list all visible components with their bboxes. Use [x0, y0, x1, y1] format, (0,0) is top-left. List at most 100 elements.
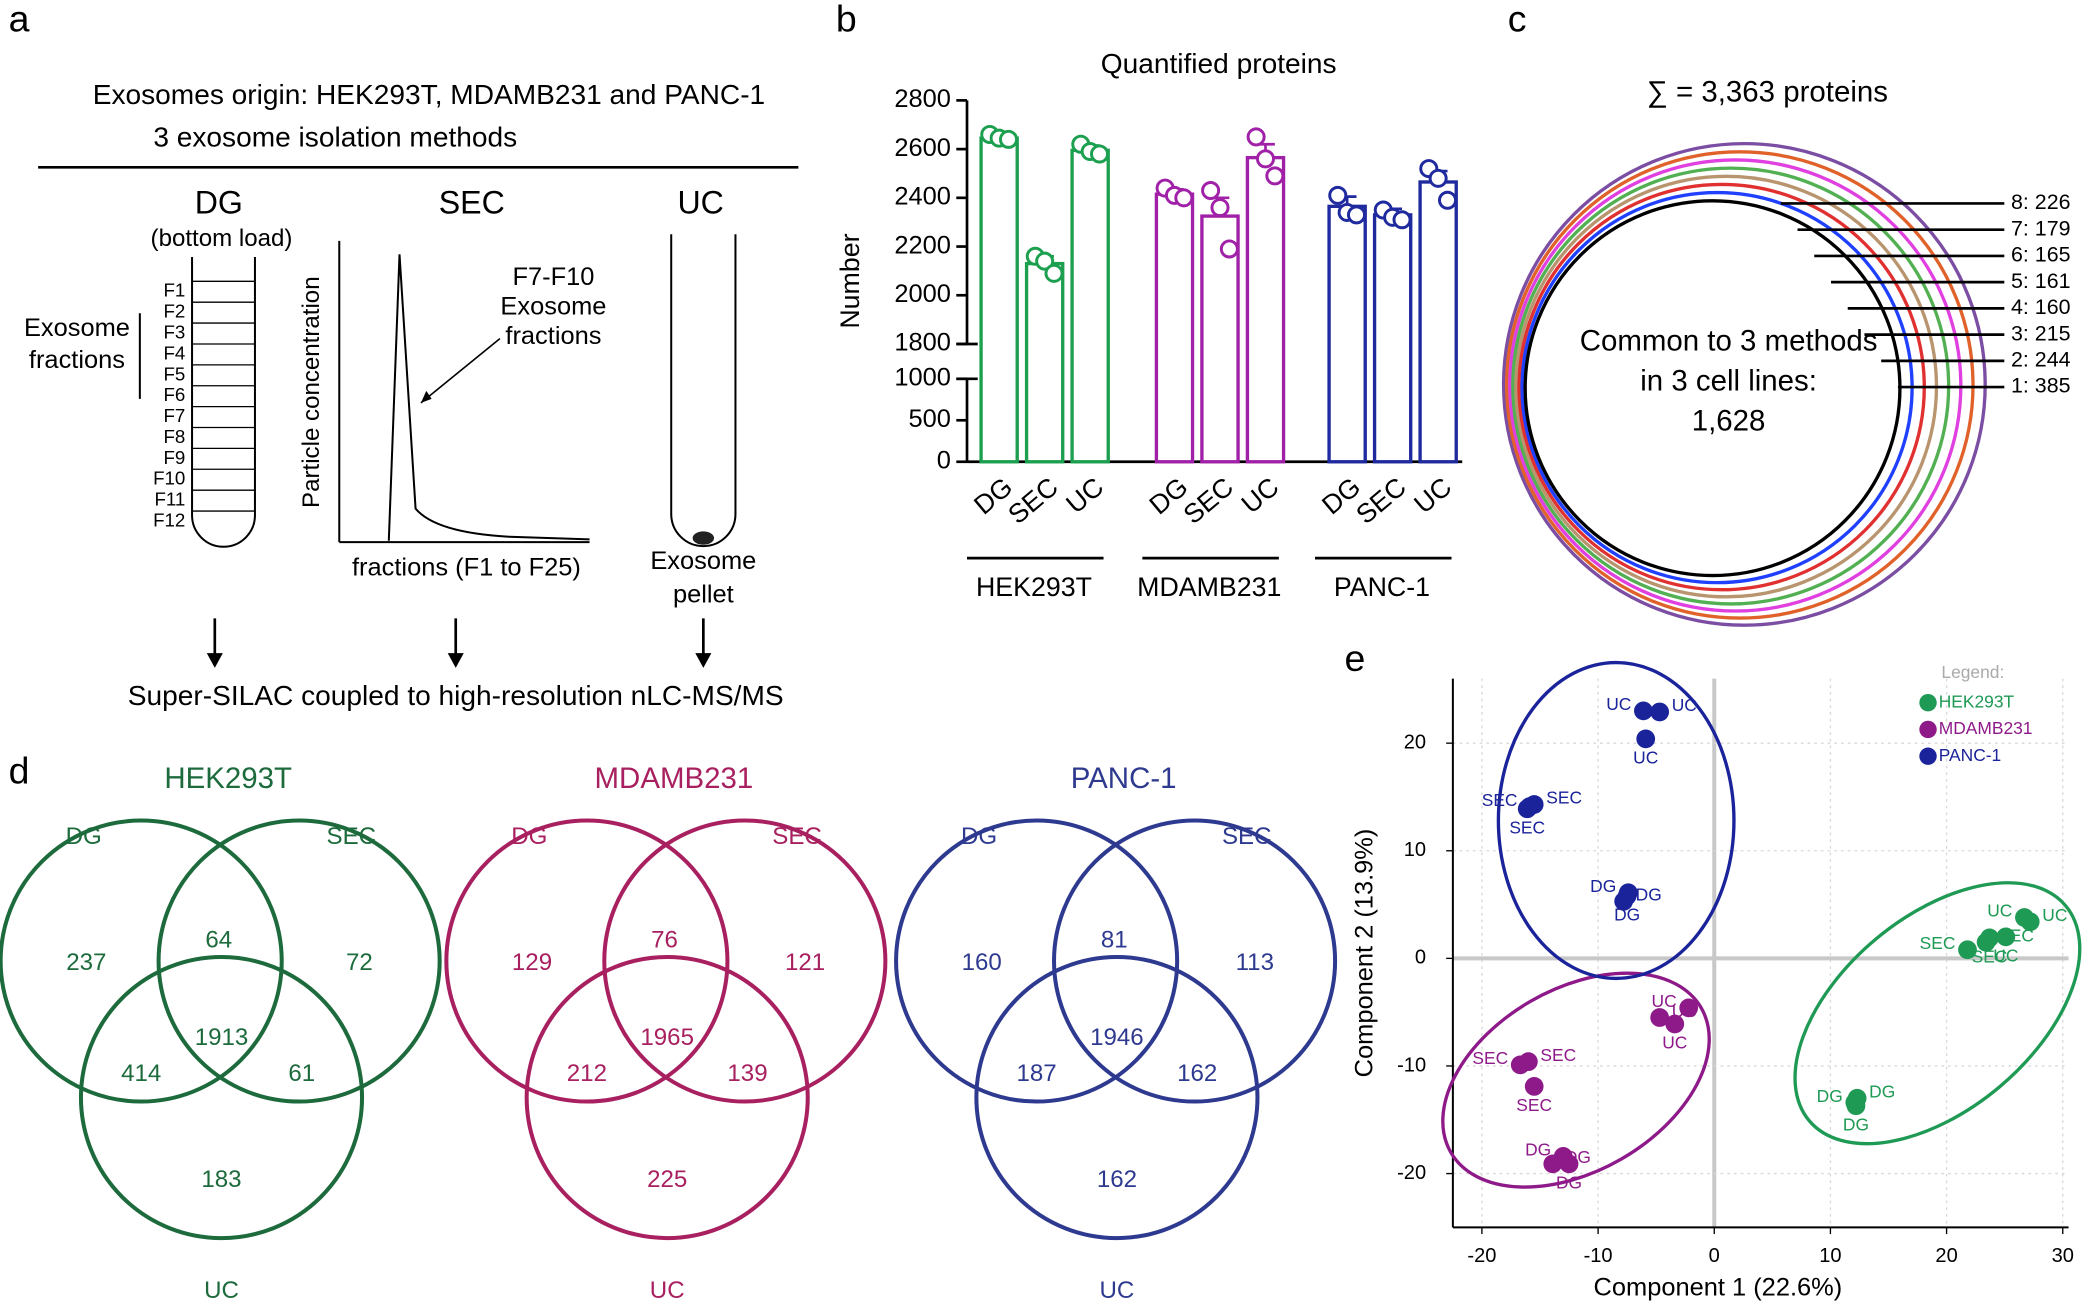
- bar: [979, 136, 1019, 464]
- method-name: DG: [195, 184, 243, 220]
- region-count: 225: [647, 1166, 687, 1193]
- arrow-head: [206, 653, 223, 668]
- sec-annotation: Exosome: [500, 293, 606, 321]
- data-point: [1174, 188, 1194, 208]
- data-point: [1996, 927, 2016, 947]
- data-point: [1392, 210, 1412, 230]
- point-label: DG: [1636, 885, 1662, 905]
- y-tick-label: -20: [1397, 1162, 1426, 1184]
- group-label: MDAMB231: [1137, 572, 1281, 602]
- fraction: F5: [163, 363, 185, 384]
- data-point: [1634, 701, 1653, 721]
- point-label: SEC: [1540, 1045, 1576, 1065]
- venn-circle: [524, 954, 810, 1241]
- ring: [1505, 150, 1975, 620]
- data-point: [1559, 1154, 1579, 1174]
- region-count: 1913: [195, 1024, 249, 1051]
- x-tick-label: 30: [2052, 1245, 2074, 1267]
- uc-label: pellet: [673, 580, 734, 608]
- set-label: SEC: [327, 823, 377, 850]
- sec-annotation: F7-F10: [512, 263, 594, 291]
- y-tick-label: 2400: [894, 183, 951, 211]
- data-point: [1636, 729, 1656, 749]
- venn-title: HEK293T: [164, 762, 292, 795]
- data-point: [1519, 1052, 1538, 1072]
- data-point: [1543, 1154, 1563, 1174]
- sec-y-label: Particle concentration: [298, 276, 325, 508]
- fraction: F12: [153, 509, 185, 530]
- ring-label: 3: 215: [2011, 321, 2071, 345]
- bar: [1327, 204, 1367, 464]
- data-point: [2020, 912, 2040, 932]
- ring-label: 7: 179: [2011, 216, 2071, 240]
- y-tick-label: 2200: [894, 231, 951, 259]
- y-tick-label: 1800: [894, 329, 951, 357]
- data-point: [1517, 799, 1537, 819]
- data-point: [1201, 181, 1221, 201]
- data-point: [1617, 886, 1637, 906]
- uc-tube: [670, 234, 737, 548]
- ring: [1501, 141, 1987, 627]
- point-label: UC: [1987, 901, 2012, 921]
- arrow-head: [695, 653, 712, 668]
- fraction: F2: [163, 301, 185, 322]
- arrow-head: [447, 653, 464, 668]
- point-label: SEC: [1920, 933, 1956, 953]
- legend-label: MDAMB231: [1939, 718, 2033, 738]
- point-label: SEC: [1546, 788, 1582, 808]
- region-count: 414: [121, 1060, 161, 1087]
- y-tick-label: 1000: [894, 364, 951, 392]
- venn-circle: [156, 818, 442, 1104]
- bar: [1024, 261, 1065, 464]
- region-count: 81: [1101, 926, 1128, 953]
- cluster-ellipse: [1441, 971, 1711, 1189]
- venn-circle: [444, 818, 730, 1104]
- ring-label: 4: 160: [2011, 295, 2071, 319]
- set-label: UC: [204, 1277, 239, 1304]
- data-point: [1090, 144, 1110, 164]
- fraction: F9: [163, 447, 185, 468]
- x-tick-label: 10: [1819, 1245, 1841, 1267]
- region-count: 129: [512, 949, 552, 976]
- y-tick-label: 20: [1404, 731, 1426, 753]
- point-label: DG: [1869, 1081, 1895, 1101]
- method-name: UC: [677, 184, 723, 220]
- region-count: 121: [785, 949, 825, 976]
- point-label: UC: [1672, 695, 1697, 715]
- region-count: 212: [567, 1060, 607, 1087]
- legend-marker: [1919, 720, 1937, 739]
- venn-circle: [78, 954, 365, 1241]
- region-count: 1965: [640, 1024, 694, 1051]
- fraction: F7: [163, 405, 185, 426]
- x-tick-label: SEC: [1350, 472, 1411, 530]
- group-label: HEK293T: [976, 572, 1092, 602]
- dg-tube: [191, 256, 256, 548]
- set-label: UC: [650, 1277, 685, 1304]
- legend-label: HEK293T: [1939, 691, 2015, 711]
- region-count: 64: [205, 926, 232, 953]
- data-point: [1428, 168, 1448, 188]
- point-label: UC: [1993, 946, 2018, 966]
- fraction: F4: [163, 342, 185, 363]
- point-label: SEC: [1998, 925, 2034, 945]
- chart-title: Quantified proteins: [1101, 48, 1337, 79]
- point-label: UC: [1652, 991, 1677, 1011]
- y-tick-label: 0: [1415, 947, 1426, 969]
- x-tick-label: UC: [1060, 472, 1109, 520]
- data-point: [1044, 263, 1064, 283]
- bar: [1418, 180, 1458, 464]
- data-point: [1347, 205, 1367, 225]
- x-tick-label: -20: [1467, 1245, 1496, 1267]
- panel-label: d: [9, 750, 30, 792]
- point-label: UC: [1606, 694, 1631, 714]
- fractions-label: Exosome: [24, 314, 130, 342]
- region-count: 72: [346, 949, 373, 976]
- panel-label: e: [1344, 637, 1365, 679]
- venn-circle: [974, 954, 1260, 1241]
- y-tick-label: 2800: [894, 85, 951, 113]
- region-count: 162: [1097, 1166, 1137, 1193]
- title: ∑ = 3,363 proteins: [1647, 75, 1888, 108]
- title: Exosomes origin: HEK293T, MDAMB231 and P…: [93, 79, 765, 110]
- legend-marker: [1919, 747, 1937, 765]
